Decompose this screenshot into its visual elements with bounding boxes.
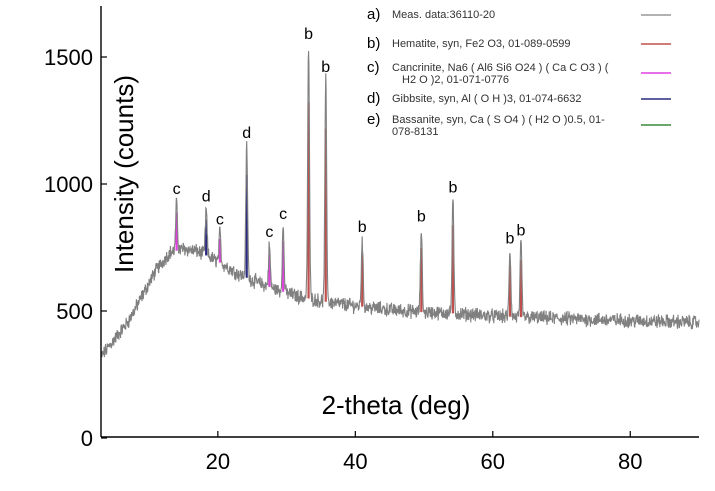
- x-axis-title: 2-theta (deg): [322, 390, 471, 420]
- x-tick-label-3: 80: [618, 449, 642, 474]
- x-tick-label-0: 20: [206, 449, 230, 474]
- peak-label-4: c: [265, 224, 273, 241]
- y-tick-label-1: 500: [56, 299, 93, 324]
- legend-text-4-0: Bassanite, syn, Ca ( S O4 ) ( H2 O )0.5,…: [392, 114, 605, 126]
- peak-label-7: b: [321, 59, 330, 76]
- legend-text-1-0: Hematite, syn, Fe2 O3, 01-089-0599: [392, 38, 571, 50]
- y-tick-label-3: 1500: [44, 45, 93, 70]
- peak-label-3: d: [242, 125, 251, 142]
- legend-text-4-1: 078-8131: [392, 126, 439, 138]
- legend-text-2-1: H2 O )2, 01-071-0776: [402, 74, 509, 86]
- peak-label-6: b: [304, 26, 313, 43]
- legend-text-3-0: Gibbsite, syn, Al ( O H )3, 01-074-6632: [392, 93, 582, 105]
- legend-text-2-0: Cancrinite, Na6 ( Al6 Si6 O24 ) ( Ca C O…: [392, 62, 609, 74]
- legend-key-2: c): [367, 59, 380, 76]
- y-axis-title: Intensity (counts): [109, 75, 139, 273]
- legend-key-0: a): [367, 6, 380, 23]
- peak-label-10: b: [448, 180, 457, 197]
- y-tick-label-0: 0: [81, 426, 93, 451]
- x-tick-label-1: 40: [343, 449, 367, 474]
- data-layer: [100, 50, 700, 358]
- peak-label-9: b: [417, 209, 426, 226]
- peak-label-12: b: [517, 223, 526, 240]
- x-tick-label-2: 60: [481, 449, 505, 474]
- peak-label-0: c: [173, 181, 181, 198]
- peak-label-5: c: [279, 206, 287, 223]
- peak-label-1: d: [202, 188, 211, 205]
- legend-key-4: e): [367, 111, 380, 128]
- measured-data-line: [100, 50, 700, 358]
- axes-layer: 0 500 1000 1500 20 40 60 80: [44, 6, 699, 474]
- peak-label-11: b: [506, 230, 515, 247]
- legend-text-0-0: Meas. data:36110-20: [392, 9, 495, 21]
- legend-key-1: b): [367, 35, 380, 52]
- peak-label-2: c: [216, 211, 224, 228]
- legend-key-3: d): [367, 90, 380, 107]
- legend: a) Meas. data:36110-20 b) Hematite, syn, Fe…: [367, 6, 671, 138]
- y-tick-label-2: 1000: [44, 172, 93, 197]
- peak-label-8: b: [358, 219, 367, 236]
